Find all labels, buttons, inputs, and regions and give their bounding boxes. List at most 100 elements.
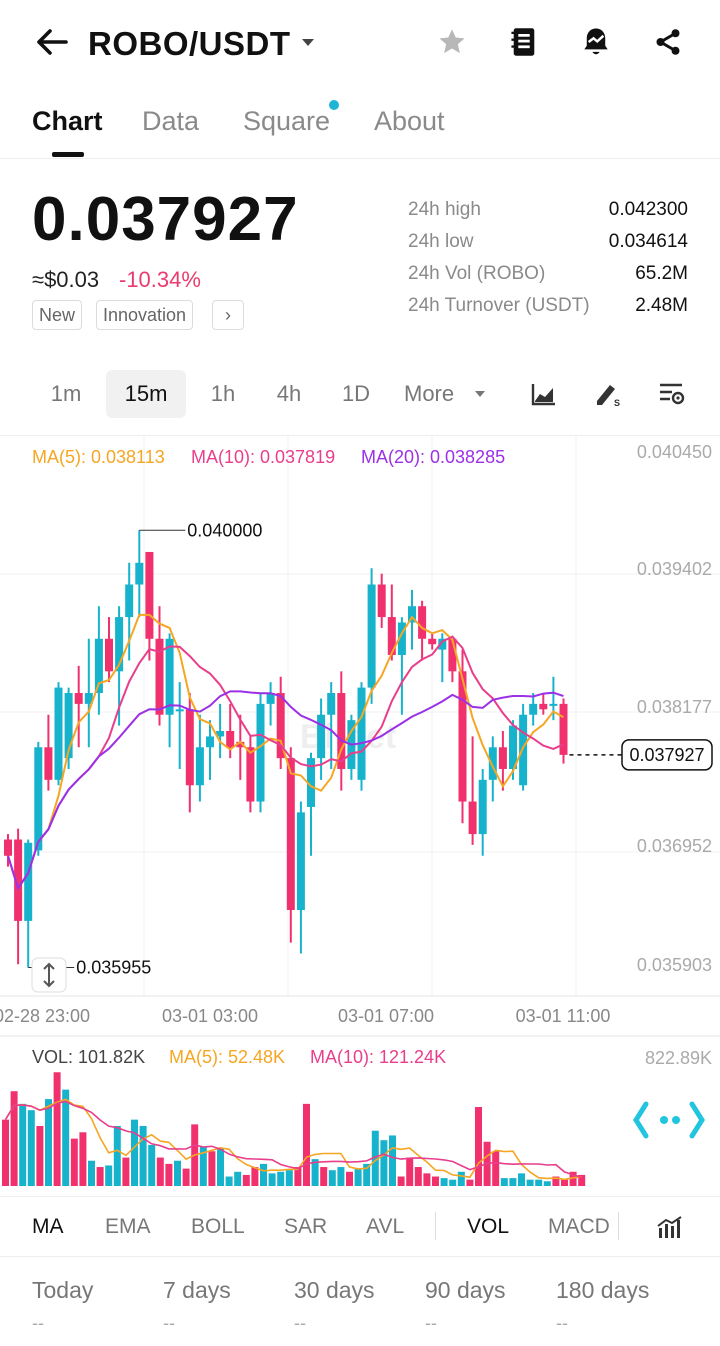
candle-body (216, 731, 225, 737)
share-icon[interactable] (648, 22, 688, 62)
volume-bar (518, 1173, 525, 1186)
volume-bar (277, 1171, 285, 1186)
back-arrow-icon[interactable] (30, 22, 74, 62)
pair-dropdown-caret-icon[interactable] (300, 32, 316, 52)
volume-bar (113, 1125, 121, 1186)
volume-bar (337, 1167, 345, 1186)
price-alert-bell-icon[interactable] (576, 22, 616, 62)
stat-label-24h-low: 24h low (408, 231, 474, 252)
candle-body (438, 638, 447, 650)
volume-bar (432, 1176, 439, 1186)
volume-bar (363, 1163, 371, 1186)
star-favorite-icon[interactable] (432, 22, 472, 62)
current-price-label: 0.037927 (629, 745, 704, 765)
pair-title[interactable]: ROBO/USDT (88, 25, 291, 62)
candle-body (418, 606, 427, 639)
candle-body (175, 709, 184, 712)
candle-body (145, 551, 154, 639)
candle-body (94, 638, 103, 694)
tab-square[interactable]: Square (243, 106, 331, 136)
perf-value-90d: -- (425, 1313, 437, 1333)
candle-body (519, 714, 528, 786)
stat-label-24h-vol: 24h Vol (ROBO) (408, 263, 546, 284)
chart-type-icon[interactable] (528, 378, 560, 410)
volume-ma10-line (4, 1100, 582, 1179)
candle-body (387, 617, 396, 656)
tag-new[interactable]: New (32, 300, 83, 330)
candle-body (195, 747, 204, 786)
tab-chart[interactable]: Chart (32, 106, 103, 136)
ma20-legend: MA(20): 0.038285 (361, 447, 506, 467)
price-axis-label: 0.039402 (637, 559, 712, 579)
current-price-tag (621, 739, 713, 771)
volume-bar (397, 1176, 405, 1186)
ma10-line (7, 635, 564, 891)
volume-bar (500, 1178, 508, 1186)
interval-1d[interactable]: 1D (341, 381, 371, 406)
interval-1m[interactable]: 1m (50, 381, 82, 406)
perf-label-90d: 90 days (425, 1277, 506, 1303)
indicator-settings-icon[interactable] (654, 1212, 686, 1244)
drawing-tools-icon[interactable]: S (592, 378, 624, 410)
candlestick-chart[interactable]: Bitget0.0404500.0394020.0381770.0369520.… (0, 436, 720, 1198)
volume-ma5-line (4, 1098, 582, 1181)
more-caret-icon[interactable] (472, 386, 488, 402)
indicator-separator (618, 1212, 619, 1240)
tab-data[interactable]: Data (142, 106, 200, 136)
candle-body (428, 638, 437, 645)
indicator-macd[interactable]: MACD (548, 1215, 610, 1238)
volume-bar (526, 1179, 534, 1186)
time-axis-label: 03-01 03:00 (162, 1006, 258, 1026)
tag-innovation[interactable]: Innovation (96, 300, 194, 330)
indicator-vol[interactable]: VOL (467, 1215, 510, 1238)
notebook-icon[interactable] (504, 22, 544, 62)
volume-bar (492, 1151, 500, 1186)
candle-body (448, 638, 457, 672)
indicator-sar[interactable]: SAR (284, 1215, 328, 1238)
volume-bar (27, 1110, 35, 1186)
volume-bar (19, 1103, 27, 1186)
divider (0, 1256, 720, 1257)
candle-body (357, 687, 366, 780)
volume-bar (182, 1168, 190, 1186)
brand-bracket-left-icon (633, 1101, 649, 1139)
candle-body (488, 747, 497, 780)
candle-body (236, 741, 245, 748)
volume-bar (371, 1130, 379, 1186)
volume-bar (380, 1140, 388, 1186)
indicator-ma[interactable]: MA (32, 1215, 64, 1238)
volume-bar (234, 1171, 242, 1186)
volume-bar (260, 1163, 267, 1186)
volume-bar (174, 1160, 181, 1186)
volume-bar (457, 1171, 465, 1186)
interval-15m[interactable]: 15m (106, 370, 186, 418)
chart-settings-icon[interactable] (656, 378, 688, 410)
stat-value-24h-high: 0.042300 (608, 199, 688, 220)
interval-1h[interactable]: 1h (210, 381, 236, 406)
volume-bar (346, 1171, 353, 1186)
volume-bar (552, 1176, 560, 1186)
vol-ma10-legend: MA(10): 121.24K (310, 1047, 447, 1067)
notification-dot (329, 100, 339, 110)
svg-text:S: S (614, 398, 620, 407)
candle-body (206, 736, 214, 748)
volume-bar (88, 1160, 95, 1186)
volume-bar (320, 1167, 328, 1186)
interval-4h[interactable]: 4h (276, 381, 302, 406)
volume-bar (509, 1178, 517, 1186)
candle-body (276, 693, 285, 759)
volume-bar (303, 1103, 310, 1186)
indicator-ema[interactable]: EMA (105, 1215, 151, 1238)
vertical-arrows-icon (43, 962, 55, 988)
candle-body (529, 703, 538, 715)
interval-more[interactable]: More (404, 381, 455, 406)
perf-label-7d: 7 days (163, 1277, 231, 1303)
tags-more-button[interactable]: › (212, 300, 244, 330)
stat-label-24h-high: 24h high (408, 199, 481, 220)
tab-about[interactable]: About (374, 106, 445, 136)
candle-body (397, 622, 406, 656)
indicator-boll[interactable]: BOLL (191, 1215, 245, 1238)
volume-bar (2, 1119, 9, 1186)
candle-body (135, 562, 144, 585)
indicator-avl[interactable]: AVL (366, 1215, 405, 1238)
